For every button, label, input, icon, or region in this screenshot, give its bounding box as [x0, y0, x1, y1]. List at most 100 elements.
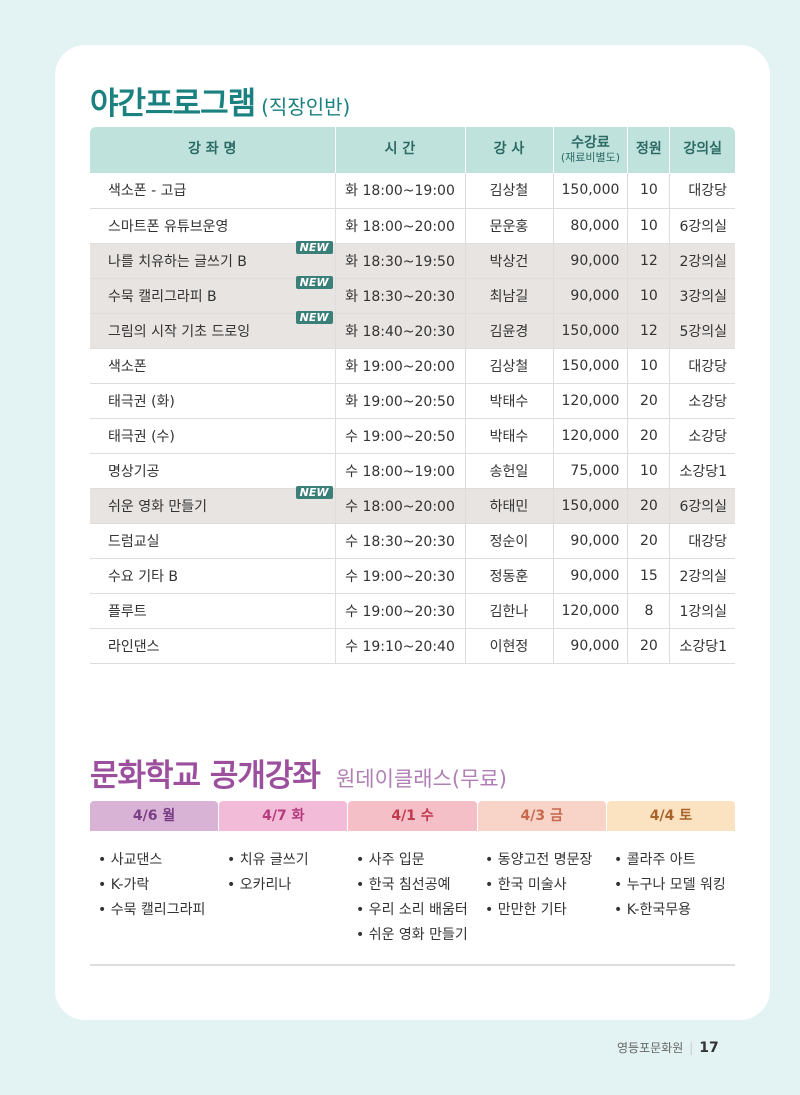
room: 소강당1: [669, 453, 735, 489]
capacity: 20: [627, 383, 670, 419]
room: 5강의실: [669, 313, 735, 349]
fee: 90,000: [552, 243, 628, 279]
time: 화 19:00~20:00: [334, 348, 465, 384]
instructor: 김상철: [464, 348, 553, 384]
capacity: 10: [627, 173, 670, 209]
time: 화 18:00~20:00: [334, 208, 465, 244]
page-number: 17: [699, 1040, 719, 1056]
table-row: 색소폰 - 고급 화 18:00~19:00 김상철 150,000 10 대강당: [90, 173, 735, 209]
fee: 80,000: [552, 208, 628, 244]
new-badge: NEW: [295, 275, 333, 289]
instructor: 하태민: [464, 488, 553, 524]
table-row: 태극권 (수) 수 19:00~20:50 박태수 120,000 20 소강당: [90, 418, 735, 454]
room: 2강의실: [669, 558, 735, 594]
room: 대강당: [669, 173, 735, 209]
time: 수 18:30~20:30: [334, 523, 465, 559]
room: 대강당: [669, 348, 735, 384]
fee: 120,000: [552, 593, 628, 629]
room: 6강의실: [669, 488, 735, 524]
instructor: 김윤경: [464, 313, 553, 349]
instructor: 문운홍: [464, 208, 553, 244]
instructor: 김한나: [464, 593, 553, 629]
footer-org: 영등포문화원: [617, 1041, 684, 1055]
time: 수 18:00~19:00: [334, 453, 465, 489]
instructor: 정순이: [464, 523, 553, 559]
section-subtitle: 원데이클래스(무료): [335, 767, 507, 791]
divider: [90, 964, 735, 966]
header-fee: 수강료 (재료비별도): [552, 127, 628, 173]
instructor: 박상건: [464, 243, 553, 279]
room: 대강당: [669, 523, 735, 559]
instructor: 정동훈: [464, 558, 553, 594]
instructor: 김상철: [464, 173, 553, 209]
day-lists: 사교댄스K-가락수묵 캘리그라피치유 글쓰기오카리나사주 입문한국 침선공예우리…: [90, 848, 735, 948]
room: 1강의실: [669, 593, 735, 629]
fee: 120,000: [552, 418, 628, 454]
list-item: 수묵 캘리그라피: [98, 898, 219, 923]
section-title: 야간프로그램: [90, 86, 256, 122]
day-header: 4/6 월: [90, 801, 219, 831]
fee: 150,000: [552, 488, 628, 524]
capacity: 8: [627, 593, 670, 629]
capacity: 10: [627, 208, 670, 244]
time: 수 19:10~20:40: [334, 628, 465, 664]
day-header: 4/1 수: [348, 801, 477, 831]
day-header: 4/7 화: [219, 801, 348, 831]
header-instructor: 강 사: [464, 127, 553, 173]
capacity: 12: [627, 243, 670, 279]
day-list: 콜라주 아트누구나 모델 워킹K-한국무용: [606, 848, 735, 948]
time: 화 19:00~20:50: [334, 383, 465, 419]
open-lecture-title: 문화학교 공개강좌 원데이클래스(무료): [90, 750, 507, 795]
course-name: 수요 기타 B: [90, 558, 335, 594]
new-badge: NEW: [295, 310, 333, 324]
table-row: 라인댄스 수 19:10~20:40 이현정 90,000 20 소강당1: [90, 628, 735, 664]
course-name: 스마트폰 유튜브운영: [90, 208, 335, 244]
instructor: 박태수: [464, 383, 553, 419]
time: 수 19:00~20:30: [334, 558, 465, 594]
course-name: 색소폰: [90, 348, 335, 384]
day-headers: 4/6 월 4/7 화 4/1 수 4/3 금 4/4 토: [90, 801, 736, 831]
instructor: 최남길: [464, 278, 553, 314]
time: 화 18:40~20:30: [334, 313, 465, 349]
day-header: 4/3 금: [477, 801, 606, 831]
time: 화 18:00~19:00: [334, 173, 465, 209]
capacity: 20: [627, 523, 670, 559]
room: 소강당: [669, 418, 735, 454]
day-list: 치유 글쓰기오카리나: [219, 848, 348, 948]
night-program-title: 야간프로그램 (직장인반): [90, 78, 350, 123]
day-list: 동양고전 명문장한국 미술사만만한 기타: [477, 848, 606, 948]
day-header: 4/4 토: [606, 801, 736, 831]
fee: 150,000: [552, 313, 628, 349]
header-time: 시 간: [334, 127, 465, 173]
course-name: 명상기공: [90, 453, 335, 489]
course-name: 드럼교실: [90, 523, 335, 559]
time: 화 18:30~20:30: [334, 278, 465, 314]
table-row: 스마트폰 유튜브운영 화 18:00~20:00 문운홍 80,000 10 6강의실: [90, 208, 735, 244]
table-row: 쉬운 영화 만들기 NEW 수 18:00~20:00 하태민 150,000 20 6강의…: [90, 485, 735, 524]
fee: 75,000: [552, 453, 628, 489]
list-item: 한국 미술사: [485, 873, 606, 898]
table-row: 나를 치유하는 글쓰기 B NEW 화 18:30~19:50 박상건 90,000 12…: [90, 240, 735, 279]
fee: 90,000: [552, 558, 628, 594]
course-name: 태극권 (수): [90, 418, 335, 454]
list-item: 사주 입문: [356, 848, 477, 873]
room: 소강당1: [669, 628, 735, 664]
list-item: 사교댄스: [98, 848, 219, 873]
instructor: 박태수: [464, 418, 553, 454]
list-item: 오카리나: [227, 873, 348, 898]
table-row: 플루트 수 19:00~20:30 김한나 120,000 8 1강의실: [90, 593, 735, 629]
fee: 90,000: [552, 278, 628, 314]
capacity: 15: [627, 558, 670, 594]
course-name: 라인댄스: [90, 628, 335, 664]
time: 수 19:00~20:50: [334, 418, 465, 454]
table-row: 드럼교실 수 18:30~20:30 정순이 90,000 20 대강당: [90, 523, 735, 559]
course-name: 쉬운 영화 만들기 NEW: [90, 485, 335, 524]
capacity: 10: [627, 278, 670, 314]
table-row: 색소폰 화 19:00~20:00 김상철 150,000 10 대강당: [90, 348, 735, 384]
instructor: 송헌일: [464, 453, 553, 489]
fee: 120,000: [552, 383, 628, 419]
course-name: 그림의 시작 기초 드로잉 NEW: [90, 310, 335, 349]
list-item: 누구나 모델 워킹: [614, 873, 735, 898]
table-row: 명상기공 수 18:00~19:00 송헌일 75,000 10 소강당1: [90, 453, 735, 489]
